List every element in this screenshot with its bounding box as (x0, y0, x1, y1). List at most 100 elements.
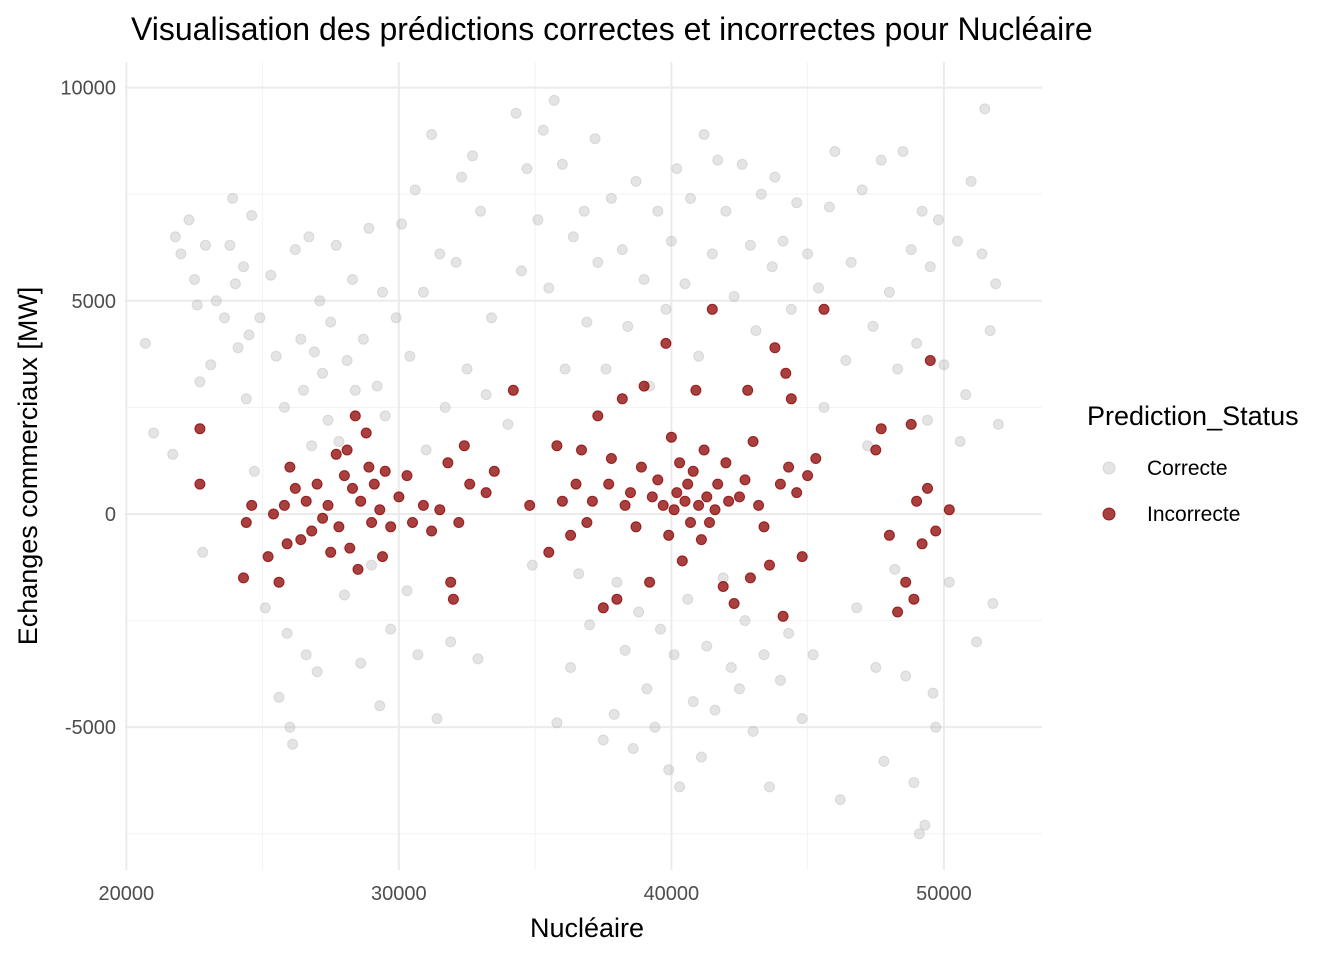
data-point (665, 431, 677, 443)
data-point (338, 589, 350, 601)
data-point (818, 401, 830, 413)
data-point (660, 303, 672, 315)
data-point (265, 269, 277, 281)
data-point (556, 158, 568, 170)
y-tick-label: 10000 (60, 78, 116, 100)
data-point (755, 188, 767, 200)
data-point (668, 504, 680, 516)
data-point (644, 576, 656, 588)
x-tick-label: 20000 (99, 883, 155, 905)
data-point (813, 282, 824, 294)
data-point (796, 551, 808, 563)
data-point (747, 725, 759, 737)
data-point (409, 184, 421, 196)
data-point (690, 384, 702, 396)
data-point (744, 239, 756, 251)
data-point (311, 478, 323, 490)
data-point (616, 244, 628, 256)
data-point (592, 256, 604, 268)
data-point (516, 265, 527, 277)
data-point (270, 350, 282, 362)
legend-key-incorrecte (1102, 507, 1116, 521)
data-point (480, 389, 492, 401)
data-point (649, 721, 661, 733)
data-point (622, 320, 634, 332)
data-point (870, 662, 882, 673)
data-point (905, 244, 917, 256)
data-point (777, 610, 789, 622)
data-point (635, 461, 647, 473)
data-point (674, 457, 686, 469)
data-point (426, 525, 438, 537)
data-point (734, 683, 745, 695)
data-point (325, 546, 337, 558)
data-point (524, 499, 536, 511)
data-point (543, 282, 555, 294)
data-point (306, 525, 318, 537)
data-point (965, 175, 977, 187)
data-point (379, 410, 391, 422)
data-point (769, 342, 781, 354)
data-point (712, 478, 724, 490)
data-point (922, 414, 933, 426)
data-point (401, 585, 413, 597)
data-point (480, 487, 492, 499)
data-point (834, 794, 846, 806)
series-incorrecte (194, 303, 955, 622)
data-point (284, 461, 296, 473)
data-point (916, 205, 928, 217)
data-point (458, 440, 470, 452)
data-point (439, 401, 451, 413)
legend-title: Prediction_Status (1087, 401, 1299, 431)
data-point (663, 529, 675, 541)
data-point (219, 312, 230, 324)
data-point (371, 380, 383, 392)
data-point (434, 504, 446, 516)
data-point (333, 521, 345, 533)
data-point (445, 576, 457, 588)
data-point (685, 192, 696, 204)
data-point (823, 201, 835, 213)
data-point (289, 482, 301, 494)
y-tick-label: 5000 (72, 291, 117, 313)
data-point (883, 529, 895, 541)
data-point (701, 491, 713, 503)
data-point (576, 444, 587, 456)
data-point (526, 559, 538, 571)
data-point (472, 653, 484, 665)
data-point (698, 444, 710, 456)
data-point (905, 418, 917, 430)
data-point (268, 508, 279, 520)
data-point (450, 256, 462, 268)
data-point (802, 248, 814, 260)
data-point (785, 303, 797, 315)
data-point (317, 367, 329, 379)
data-point (720, 457, 732, 469)
data-point (300, 495, 312, 507)
data-point (992, 418, 1004, 430)
data-point (638, 380, 650, 392)
data-point (532, 214, 544, 226)
data-point (605, 453, 617, 464)
data-point (205, 359, 217, 371)
data-point (570, 478, 582, 490)
data-point (630, 521, 642, 533)
data-point (556, 495, 568, 507)
data-point (259, 602, 271, 614)
data-point (908, 593, 920, 605)
data-point (840, 355, 852, 366)
data-point (856, 184, 868, 196)
data-point (791, 487, 803, 499)
data-point (262, 551, 274, 563)
data-point (701, 640, 713, 652)
series-correcte (139, 94, 1004, 840)
data-point (189, 274, 200, 285)
data-point (796, 713, 808, 725)
data-point (739, 615, 751, 627)
data-point (281, 538, 293, 550)
data-point (453, 517, 465, 528)
data-point (687, 696, 699, 708)
data-point (311, 666, 323, 678)
data-point (924, 355, 936, 366)
